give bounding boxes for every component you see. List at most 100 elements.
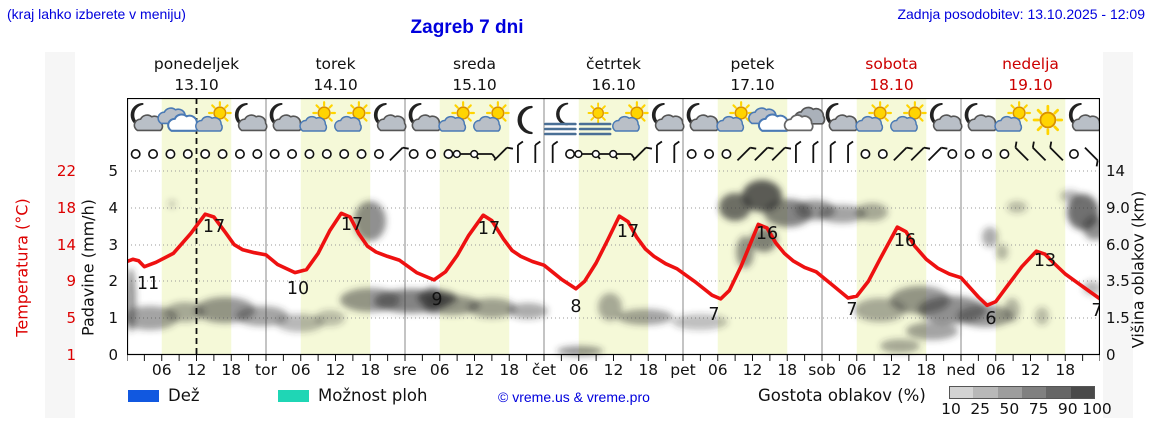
temp-tick-22: 22 [56,162,76,180]
svg-text:17: 17 [478,219,500,239]
cloud-gray-icon [783,106,826,132]
day-date: 16.10 [591,76,636,94]
svg-text:6: 6 [985,309,996,329]
day-name: petek [730,55,775,73]
rain-legend-swatch [128,390,159,402]
svg-text:17: 17 [617,222,639,242]
x-label-hour: 12 [881,361,902,379]
day-header-torek: torek 14.10 [271,54,401,96]
calm-icon [999,149,1010,159]
moon-cloud-icon [825,103,859,132]
calm-icon [860,149,871,159]
wind-barb-icon [893,146,913,162]
calm-icon [252,149,263,159]
wind-barb-icon [847,140,854,163]
wind-barb-icon [632,146,653,162]
sun-icon [1032,104,1064,136]
svg-text:7: 7 [1091,301,1100,321]
showers-legend-swatch [278,390,309,402]
calm-icon [148,149,159,159]
calm-icon [704,149,715,159]
temp-tick-5: 5 [66,309,76,327]
day-date: 14.10 [313,76,358,94]
cloud-scale-segment-10 [949,386,974,399]
cloud-tick-0: 0 [1106,346,1116,364]
x-label-hour: 18 [777,361,798,379]
x-label-ned: ned [946,361,976,379]
x-label-hour: 18 [360,361,381,379]
cloud-scale-segment-25 [973,386,998,399]
cloud-tick-1.5: 1.5 [1106,309,1130,327]
wind-barb-icon [927,146,948,162]
meteogram-plot: 11 17 10 17 9 17 8 17 7 16 7 16 6 13 7 [127,98,1100,361]
cloud-scale-label-100: 100 [1082,400,1112,418]
moon-cloud-icon [929,103,963,132]
svg-text:11: 11 [137,274,159,294]
wind-barb-icon [551,140,559,163]
day-date: 17.10 [730,76,775,94]
cloud-density-label: Gostota oblakov (%) [758,386,926,405]
wind-barb-icon [1014,141,1029,162]
day-date: 15.10 [452,76,497,94]
x-label-hour: 18 [916,361,937,379]
cloud-icon [157,107,200,132]
cloud-scale-label-90: 90 [1057,400,1078,418]
weather-icons-row [130,101,1100,136]
wind-barb-icon [829,140,837,163]
calm-icon [964,149,975,159]
wind-barb-icon [1031,141,1047,162]
wind-barb-icon [389,146,409,162]
copyright-link[interactable]: © vreme.us & vreme.pro [498,389,650,405]
day-name: sreda [453,55,496,73]
moon-icon [517,105,533,135]
svg-text:8: 8 [570,297,581,317]
day-name: torek [315,55,356,73]
calm-icon [947,149,958,159]
location-hint: (kraj lahko izberete v meniju) [7,6,186,22]
wind-barb-icon [1049,141,1064,162]
cloud-scale-segment-90 [1046,386,1071,399]
precip-tick-1: 1 [108,309,118,327]
x-axis-tick-marks [127,355,1100,361]
cloud-tick-9.0: 9.0 [1106,199,1130,217]
x-label-čet: čet [531,361,557,379]
sun-cloud-icon [334,101,371,132]
wind-barb-icon [656,140,663,163]
sun-cloud-icon [473,101,510,132]
x-label-hour: 06 [290,361,311,379]
cloud-scale-label-50: 50 [999,400,1020,418]
precip-tick-5: 5 [108,162,118,180]
showers-legend-label: Možnost ploh [318,386,428,405]
calm-icon [165,149,176,159]
calm-icon [217,149,228,159]
x-label-hour: 06 [707,361,728,379]
day-name: ponedeljek [153,55,240,73]
day-header-sobota: sobota 18.10 [827,54,957,96]
calm-icon [443,149,454,159]
sun-cloud-icon [195,101,232,132]
sun-cloud-icon [299,101,337,132]
cloud-scale-label-25: 25 [970,400,991,418]
wind-barb-icon [493,146,514,162]
day-date: 13.10 [174,76,219,94]
temp-tick-18: 18 [56,199,76,217]
moon-cloud-icon [269,103,303,132]
sun-cloud-icon [890,101,927,132]
x-label-hour: 12 [1020,361,1041,379]
day-name: nedelja [1002,55,1059,73]
precip-tick-3: 3 [108,236,118,254]
cloud-tick-3.5: 3.5 [1106,272,1130,290]
calm-icon [269,149,280,159]
moon-cloud-icon [686,103,720,132]
cloud-tick-14: 14 [1106,162,1126,180]
wind-barb-icon [754,146,774,162]
svg-text:17: 17 [203,217,225,237]
calm-icon [877,149,888,159]
calm-icon [373,149,384,159]
wind-barb-icon [1084,146,1099,167]
cloud-axis-title: Višina oblakov (km) [1128,190,1148,349]
moon-cloud-icon [373,103,407,132]
calm-icon [321,149,332,159]
temp-tick-1: 1 [66,346,76,364]
